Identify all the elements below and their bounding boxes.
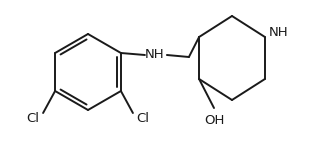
Text: OH: OH	[204, 114, 224, 126]
Text: NH: NH	[145, 48, 165, 62]
Text: Cl: Cl	[136, 112, 149, 126]
Text: NH: NH	[269, 26, 289, 40]
Text: Cl: Cl	[27, 112, 40, 126]
